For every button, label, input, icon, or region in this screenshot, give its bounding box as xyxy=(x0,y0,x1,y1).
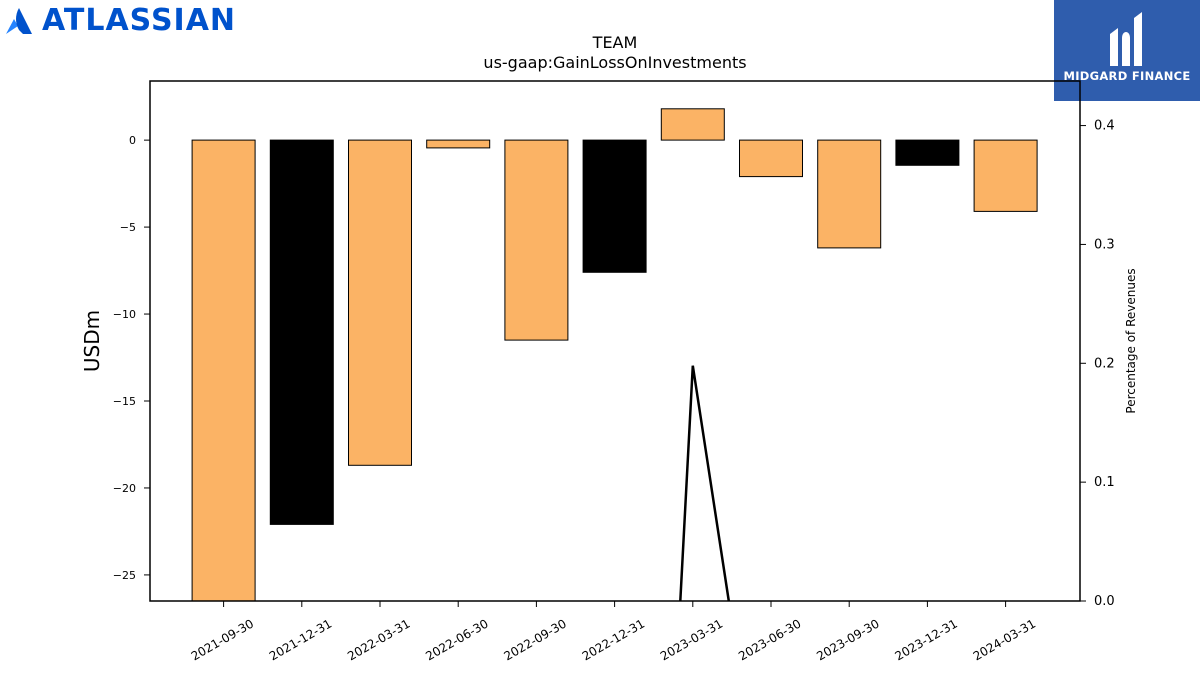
bar-2022-03-31 xyxy=(348,139,412,466)
y2-tick-label: 0.3 xyxy=(1094,237,1115,252)
y-tick-label: −15 xyxy=(113,395,136,408)
bar-2023-12-31 xyxy=(895,139,960,166)
x-tick-label: 2022-06-30 xyxy=(423,616,490,663)
y-tick-label: −20 xyxy=(113,482,136,495)
x-ticks-group: 2021-09-30 2021-12-31 2022-03-31 2022-06-30… xyxy=(189,601,1038,663)
bar-2022-06-30 xyxy=(426,139,491,149)
x-tick-label: 2022-09-30 xyxy=(501,616,568,663)
y-axis-label: USDm xyxy=(80,310,104,372)
y2-tick-label: 0.1 xyxy=(1094,475,1115,490)
x-tick-label: 2021-09-30 xyxy=(189,616,256,663)
bar-2023-03-31 xyxy=(660,108,725,141)
bar-2024-03-31 xyxy=(973,139,1038,212)
x-tick-label: 2024-03-31 xyxy=(971,616,1038,663)
bar-2022-12-31 xyxy=(582,139,647,273)
x-tick-label: 2022-03-31 xyxy=(345,616,412,663)
ratio-line xyxy=(679,365,731,602)
midgard-finance-logo: MIDGARD FINANCE xyxy=(1054,0,1200,101)
y-tick-label: −25 xyxy=(113,569,136,582)
bar-2023-09-30 xyxy=(817,139,882,249)
chart-subtitle: us-gaap:GainLossOnInvestments xyxy=(483,53,746,72)
chart-title: TEAM xyxy=(592,33,638,52)
atlassian-logo: ATLASSIAN xyxy=(4,4,236,38)
atlassian-logo-icon xyxy=(6,8,32,34)
x-tick-label: 2022-12-31 xyxy=(580,616,647,663)
bar-2022-09-30 xyxy=(504,139,569,341)
y-ticks-group: 0 −5 −10 −15 −20 −25 xyxy=(113,134,150,582)
y2-axis-label: Percentage of Revenues xyxy=(1124,268,1138,413)
x-tick-label: 2021-12-31 xyxy=(267,616,334,663)
y-tick-label: −5 xyxy=(120,221,136,234)
x-tick-label: 2023-06-30 xyxy=(736,616,803,663)
midgard-wordmark: MIDGARD FINANCE xyxy=(1063,69,1191,83)
y-tick-label: 0 xyxy=(129,134,136,147)
ratio-line-group xyxy=(679,365,731,602)
y2-tick-label: 0.0 xyxy=(1094,594,1115,609)
midgard-logo-icon xyxy=(1110,12,1142,66)
y2-ticks-group: 0.0 0.1 0.2 0.3 0.4 xyxy=(1080,119,1115,609)
bar-2023-06-30 xyxy=(739,139,803,178)
bars-group xyxy=(191,108,1038,602)
y-tick-label: −10 xyxy=(113,308,136,321)
bar-2021-12-31 xyxy=(269,139,334,525)
y2-tick-label: 0.4 xyxy=(1094,119,1115,134)
x-tick-label: 2023-12-31 xyxy=(892,616,959,663)
bar-2021-09-30 xyxy=(191,139,256,602)
y2-tick-label: 0.2 xyxy=(1094,356,1115,371)
x-tick-label: 2023-03-31 xyxy=(658,616,725,663)
x-tick-label: 2023-09-30 xyxy=(814,616,881,663)
atlassian-wordmark: ATLASSIAN xyxy=(42,3,237,38)
